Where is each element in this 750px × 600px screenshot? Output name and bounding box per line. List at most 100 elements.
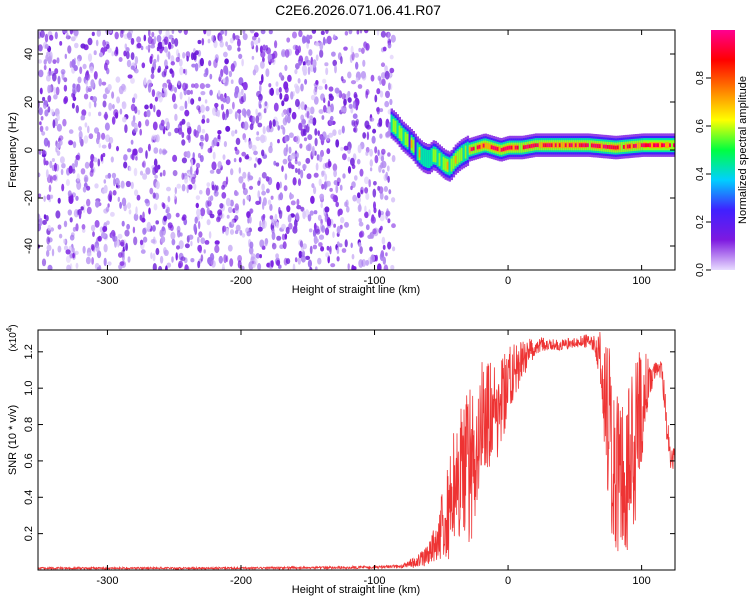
noise-speckle bbox=[282, 158, 288, 165]
noise-speckle bbox=[330, 103, 334, 113]
ridge-band bbox=[422, 148, 425, 167]
noise-speckle bbox=[259, 239, 265, 248]
ridge-peak bbox=[584, 143, 588, 148]
noise-speckle bbox=[89, 66, 94, 73]
noise-speckle bbox=[86, 206, 92, 215]
noise-speckle bbox=[47, 140, 51, 148]
noise-speckle bbox=[163, 46, 168, 53]
noise-speckle bbox=[275, 253, 279, 259]
noise-speckle bbox=[222, 225, 227, 233]
noise-speckle bbox=[84, 122, 88, 128]
noise-speckle bbox=[275, 88, 280, 96]
noise-speckle bbox=[52, 72, 57, 82]
noise-speckle bbox=[234, 203, 239, 211]
noise-speckle bbox=[281, 223, 286, 230]
ridge-band bbox=[630, 143, 634, 150]
noise-speckle bbox=[76, 173, 80, 183]
noise-speckle bbox=[72, 168, 76, 174]
noise-speckle bbox=[373, 207, 377, 214]
noise-speckle bbox=[369, 259, 373, 265]
snr-frame bbox=[37, 329, 676, 571]
ridge-band bbox=[440, 152, 443, 171]
noise-speckle bbox=[108, 102, 113, 111]
noise-speckle bbox=[313, 235, 318, 245]
noise-speckle bbox=[47, 95, 52, 103]
noise-speckle bbox=[53, 94, 58, 100]
noise-speckle bbox=[249, 241, 254, 249]
ridge-peak bbox=[476, 145, 480, 150]
noise-speckle bbox=[298, 122, 303, 131]
noise-speckle bbox=[224, 92, 227, 99]
noise-speckle bbox=[306, 110, 310, 119]
noise-speckle bbox=[147, 36, 153, 45]
noise-speckle bbox=[206, 219, 211, 226]
noise-speckle bbox=[326, 218, 332, 227]
noise-speckle bbox=[143, 77, 147, 86]
noise-speckle bbox=[65, 249, 71, 255]
noise-speckle bbox=[227, 108, 233, 115]
noise-speckle bbox=[297, 161, 302, 167]
noise-speckle bbox=[295, 168, 298, 173]
noise-speckle bbox=[277, 125, 281, 131]
noise-speckle bbox=[214, 240, 220, 245]
noise-speckle bbox=[186, 89, 191, 95]
noise-speckle bbox=[93, 157, 98, 163]
noise-speckle bbox=[232, 101, 235, 110]
noise-speckle bbox=[121, 253, 125, 262]
noise-speckle bbox=[369, 159, 373, 167]
noise-speckle bbox=[101, 144, 107, 149]
noise-speckle bbox=[57, 197, 61, 204]
noise-speckle bbox=[141, 161, 145, 168]
noise-speckle bbox=[346, 206, 350, 213]
noise-speckle bbox=[275, 162, 280, 167]
noise-speckle bbox=[80, 206, 84, 211]
noise-speckle bbox=[153, 104, 156, 113]
ridge-band bbox=[424, 149, 427, 168]
noise-speckle bbox=[119, 30, 124, 38]
noise-speckle bbox=[227, 206, 233, 213]
noise-speckle bbox=[197, 260, 201, 269]
noise-speckle bbox=[142, 211, 145, 220]
noise-speckle bbox=[158, 93, 163, 103]
noise-speckle bbox=[246, 231, 251, 237]
noise-speckle bbox=[354, 175, 358, 181]
noise-speckle bbox=[61, 183, 65, 192]
noise-speckle bbox=[284, 86, 289, 93]
noise-speckle bbox=[47, 224, 51, 231]
noise-speckle bbox=[268, 88, 272, 95]
noise-speckle bbox=[82, 245, 86, 254]
noise-speckle bbox=[127, 32, 133, 41]
noise-speckle bbox=[213, 40, 218, 49]
noise-speckle bbox=[216, 168, 221, 175]
colorbar-tick-label: 0.2 bbox=[695, 215, 706, 229]
noise-speckle bbox=[166, 262, 172, 268]
noise-speckle bbox=[255, 108, 258, 116]
noise-speckle bbox=[269, 120, 272, 129]
noise-speckle bbox=[152, 253, 156, 262]
noise-speckle bbox=[177, 127, 183, 135]
noise-speckle bbox=[72, 87, 77, 95]
noise-speckle bbox=[353, 94, 358, 99]
noise-speckle bbox=[257, 37, 261, 44]
noise-speckle bbox=[98, 52, 104, 58]
noise-speckle bbox=[167, 195, 171, 203]
noise-speckle bbox=[145, 150, 148, 159]
noise-speckle bbox=[302, 163, 307, 170]
noise-speckle bbox=[183, 68, 186, 74]
noise-speckle bbox=[325, 30, 329, 34]
noise-speckle bbox=[378, 117, 383, 127]
noise-speckle bbox=[269, 215, 274, 220]
noise-speckle bbox=[387, 152, 391, 157]
noise-speckle bbox=[159, 172, 163, 177]
noise-speckle bbox=[260, 30, 266, 35]
noise-speckle bbox=[203, 249, 206, 254]
noise-speckle bbox=[68, 195, 74, 204]
ridge-peak bbox=[546, 143, 550, 148]
noise-speckle bbox=[128, 209, 132, 215]
noise-speckle bbox=[212, 151, 216, 160]
noise-speckle bbox=[296, 152, 299, 159]
noise-speckle bbox=[300, 83, 304, 92]
ridge-peak bbox=[606, 145, 610, 149]
noise-speckle bbox=[202, 114, 206, 120]
colorbar-ticks: 0.0 0.2 0.4 0.6 0.8 bbox=[695, 71, 711, 277]
